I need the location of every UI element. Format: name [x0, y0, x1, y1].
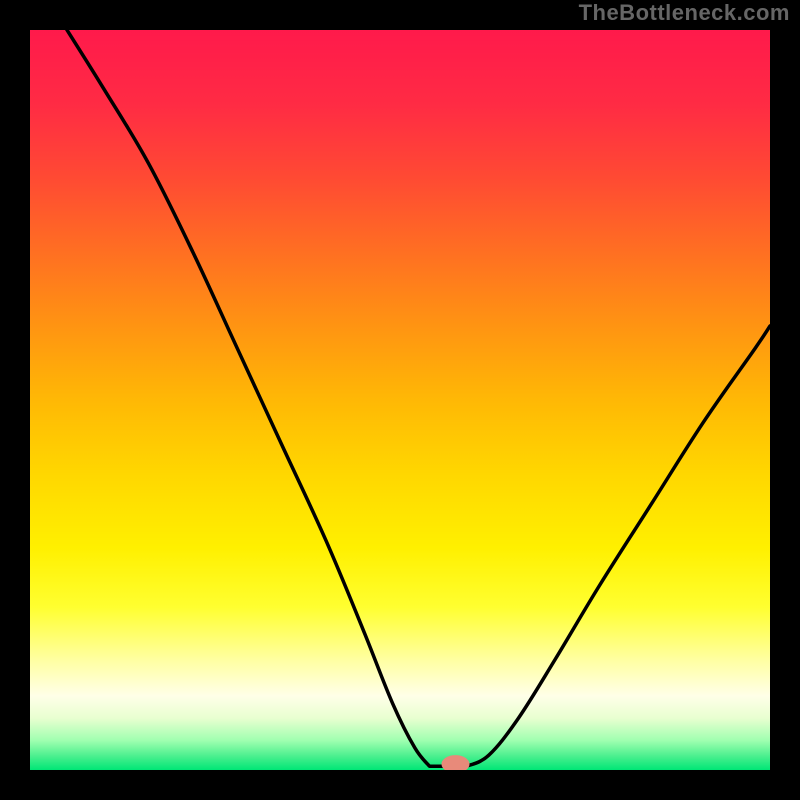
watermark-text: TheBottleneck.com	[579, 0, 790, 26]
gradient-background	[30, 30, 770, 770]
plot-area	[30, 30, 770, 770]
plot-svg	[30, 30, 770, 770]
chart-container: TheBottleneck.com	[0, 0, 800, 800]
